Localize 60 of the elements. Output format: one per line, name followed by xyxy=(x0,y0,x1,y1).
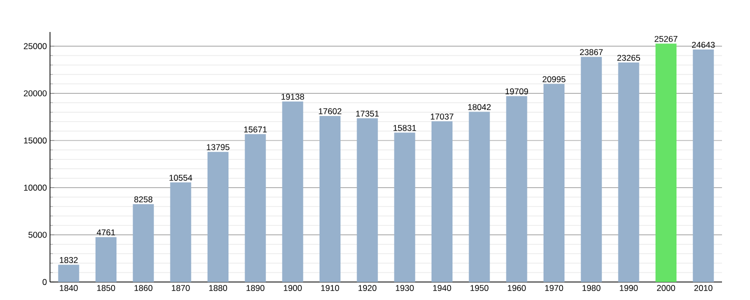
data-label: 25267 xyxy=(654,36,678,42)
data-label: 10554 xyxy=(170,174,192,181)
bar xyxy=(96,237,117,282)
x-tick-label: 2000 xyxy=(657,285,676,292)
data-label: 20995 xyxy=(542,76,566,82)
bar xyxy=(282,101,304,282)
y-tick-label: 5000 xyxy=(28,232,47,238)
data-label: 24643 xyxy=(692,42,715,48)
data-label: 17037 xyxy=(430,114,454,120)
bar xyxy=(170,182,192,282)
bar xyxy=(394,132,416,282)
x-tick-label: 1950 xyxy=(470,285,488,292)
x-tick-label: 1870 xyxy=(172,285,190,292)
data-label: 15671 xyxy=(244,126,267,132)
x-tick-label: 1890 xyxy=(246,285,264,292)
bar xyxy=(132,204,154,282)
data-label: 18042 xyxy=(468,104,491,110)
x-tick-label: 1860 xyxy=(134,285,152,292)
bar xyxy=(506,96,528,282)
y-tick-label: 15000 xyxy=(24,138,47,144)
bar xyxy=(544,84,565,282)
data-label: 4761 xyxy=(96,229,116,236)
x-tick-label: 1880 xyxy=(209,285,228,292)
data-label: 15831 xyxy=(394,124,416,131)
x-tick-label: 1840 xyxy=(60,285,78,292)
data-label: 13795 xyxy=(206,144,230,150)
bar xyxy=(432,121,453,282)
bar xyxy=(208,152,229,282)
x-tick-label: 1970 xyxy=(545,285,564,292)
x-tick-label: 1930 xyxy=(396,285,414,292)
y-tick-label: 25000 xyxy=(24,43,47,50)
x-tick-label: 1850 xyxy=(97,285,116,292)
x-tick-label: 1990 xyxy=(620,285,638,292)
x-tick-label: 1940 xyxy=(433,285,452,292)
x-tick-label: 2010 xyxy=(694,285,712,292)
data-label: 1832 xyxy=(60,257,78,264)
bar xyxy=(244,134,266,282)
x-tick-label: 1900 xyxy=(284,285,302,292)
x-tick-label: 1960 xyxy=(508,285,526,292)
bar xyxy=(580,56,602,282)
y-tick-label: 20000 xyxy=(24,90,47,96)
data-label: 17602 xyxy=(318,108,342,114)
bar xyxy=(356,118,378,282)
bar xyxy=(692,50,714,282)
data-label: 19138 xyxy=(282,94,304,100)
x-tick-label: 1980 xyxy=(582,285,600,292)
data-label: 17351 xyxy=(356,110,379,117)
x-tick-label: 1910 xyxy=(321,285,340,292)
bar xyxy=(618,62,640,282)
data-label: 8258 xyxy=(134,196,152,202)
data-label: 23265 xyxy=(617,54,640,61)
y-tick-label: 10000 xyxy=(24,184,47,191)
bar xyxy=(58,264,80,282)
y-tick-label: 0 xyxy=(42,279,47,285)
bar xyxy=(468,112,490,282)
x-tick-label: 1920 xyxy=(358,285,376,292)
data-label: 19709 xyxy=(506,88,528,94)
bar xyxy=(656,44,677,282)
data-label: 23867 xyxy=(580,49,603,56)
bar xyxy=(320,116,341,282)
